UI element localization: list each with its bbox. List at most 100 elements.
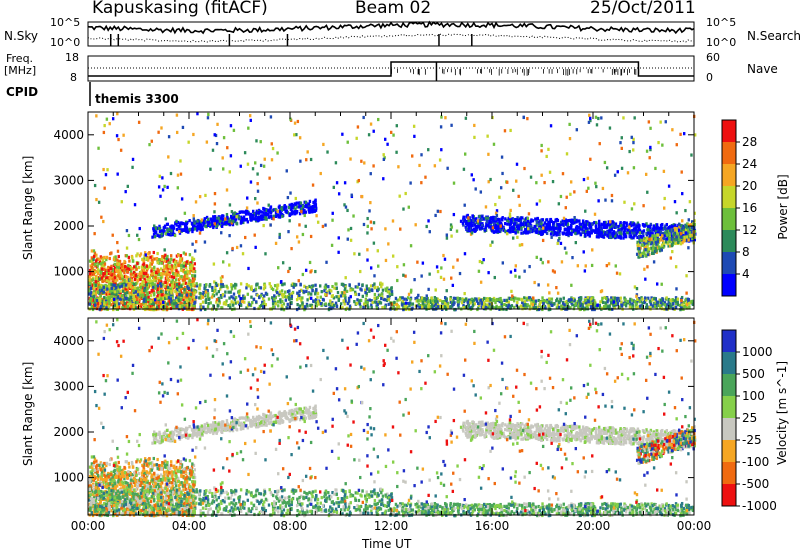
- power-cell: [365, 284, 368, 288]
- power-cell: [117, 260, 121, 264]
- power-cell: [589, 305, 593, 309]
- beam-label: Beam 02: [355, 0, 432, 18]
- power-cell: [304, 200, 308, 204]
- power-cell: [136, 287, 139, 291]
- power-cell: [204, 224, 207, 228]
- power-cell: [516, 230, 520, 234]
- power-cell: [471, 214, 474, 218]
- power-cell: [268, 282, 271, 286]
- power-cell: [103, 287, 106, 291]
- power-cell: [347, 296, 351, 300]
- power-scatter: [88, 112, 697, 312]
- power-cell: [527, 223, 530, 227]
- power-cell: [168, 271, 171, 275]
- power-cell: [255, 283, 258, 287]
- power-cell: [159, 276, 163, 280]
- power-cell: [140, 302, 143, 307]
- power-cell: [170, 229, 173, 233]
- power-cell: [510, 304, 514, 308]
- power-cell: [323, 285, 327, 289]
- power-cell: [159, 282, 162, 286]
- power-cell: [178, 293, 181, 297]
- power-cell: [353, 290, 357, 294]
- power-cell: [315, 304, 318, 308]
- power-cell: [533, 299, 536, 304]
- power-cell: [127, 255, 131, 260]
- power-cell: [349, 288, 352, 292]
- power-cell: [180, 268, 183, 273]
- power-cell: [143, 288, 146, 292]
- power-cell: [582, 308, 586, 312]
- power-cell: [94, 305, 97, 309]
- power-cell: [158, 295, 161, 299]
- power-cell: [170, 275, 174, 279]
- power-cell: [88, 275, 91, 279]
- power-cell: [172, 284, 175, 288]
- power-cell: [433, 301, 436, 306]
- power-cell: [439, 304, 442, 308]
- power-cell: [167, 258, 170, 262]
- power-cell: [165, 264, 169, 268]
- power-cell: [252, 289, 255, 293]
- power-cell: [370, 288, 373, 292]
- noise-panel-frame: [87, 21, 695, 47]
- power-cell: [152, 285, 155, 289]
- power-cell: [477, 303, 481, 307]
- power-cell: [241, 297, 244, 301]
- power-cell: [619, 224, 623, 228]
- power-cell: [97, 262, 101, 266]
- power-cell: [555, 306, 559, 310]
- power-cell: [252, 209, 255, 213]
- power-cell: [602, 225, 606, 229]
- power-cell: [180, 302, 183, 306]
- power-cell: [176, 270, 180, 274]
- power-cell: [91, 270, 95, 275]
- power-cell: [245, 282, 249, 287]
- power-cell: [659, 298, 663, 302]
- power-cell: [598, 303, 601, 308]
- power-cell: [193, 284, 197, 288]
- power-cell: [214, 285, 217, 289]
- power-cell: [121, 289, 125, 293]
- power-cell: [337, 298, 340, 302]
- power-cell: [156, 306, 159, 310]
- power-cell: [665, 237, 669, 241]
- power-cell: [231, 303, 235, 307]
- power-cell: [299, 201, 303, 205]
- power-cell: [590, 229, 593, 233]
- power-cell: [155, 270, 159, 275]
- power-cell: [572, 299, 576, 303]
- power-cell: [128, 293, 131, 297]
- power-cell: [165, 222, 169, 227]
- power-cell: [104, 269, 108, 273]
- power-cell: [562, 296, 565, 300]
- power-cell: [446, 305, 450, 309]
- power-cell: [243, 296, 246, 300]
- power-cell: [175, 284, 178, 288]
- power-cell: [618, 231, 621, 235]
- power-cell: [359, 298, 363, 303]
- power-cell: [390, 292, 394, 296]
- power-cell: [200, 294, 203, 298]
- power-cell: [163, 259, 167, 263]
- cpid-value: themis 3300: [95, 92, 179, 106]
- power-cell: [171, 301, 174, 305]
- power-cell: [299, 297, 303, 301]
- power-cell: [424, 305, 428, 309]
- power-cell: [175, 298, 179, 303]
- power-cell: [560, 304, 563, 308]
- power-cell: [166, 281, 169, 285]
- power-cell: [672, 237, 676, 241]
- power-cell: [656, 300, 659, 304]
- power-cell: [675, 235, 678, 239]
- power-cell: [162, 255, 165, 259]
- power-cell: [237, 302, 241, 306]
- power-cell: [371, 300, 374, 304]
- power-cell: [113, 279, 116, 283]
- power-cell: [549, 218, 552, 222]
- power-cell: [128, 279, 131, 284]
- power-cell: [316, 300, 320, 304]
- power-cell: [132, 289, 135, 293]
- power-cell: [97, 283, 101, 287]
- power-cell: [273, 297, 276, 301]
